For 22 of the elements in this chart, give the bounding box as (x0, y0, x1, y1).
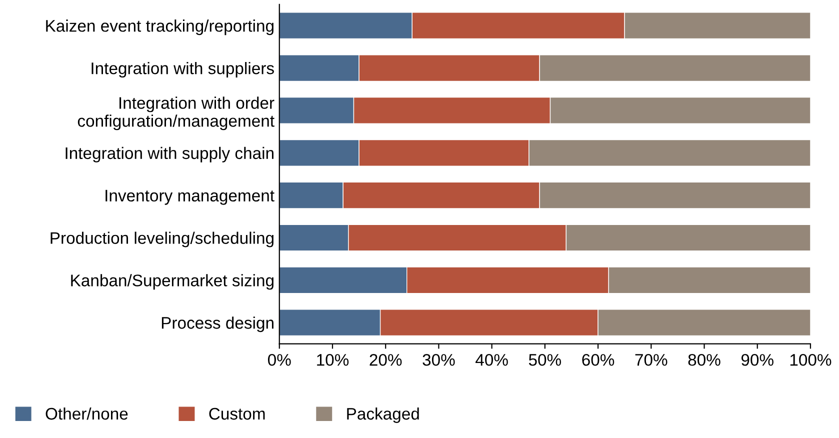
y-tick-label: Inventory management (106, 190, 274, 205)
x-tick-label: 0% (268, 354, 291, 366)
x-tick-label: 30% (422, 354, 455, 366)
y-tick-label: Integration with supply chain (66, 146, 274, 162)
y-tick-label: Kaizen event tracking/reporting (46, 20, 274, 36)
y-tick-label: Integration with suppliers (92, 62, 274, 78)
x-tick-label: 80% (688, 354, 720, 366)
x-tick-label: 40% (476, 354, 508, 366)
legend-label: Packaged (347, 407, 419, 423)
y-tick-label: Process design (162, 316, 274, 332)
x-tick-label: 70% (635, 354, 668, 366)
y-tick-label: Production leveling/scheduling (50, 232, 274, 248)
x-tick-label: 10% (317, 354, 349, 366)
x-tick-label: 100% (790, 354, 832, 366)
y-tick-label: Kanban/Supermarket sizing (71, 274, 274, 290)
x-tick-label: 60% (582, 354, 614, 366)
legend-label: Other/none (46, 407, 128, 420)
y-tick-label: Integration with order configuration/management (78, 96, 274, 130)
x-tick-label: 50% (528, 354, 562, 366)
x-tick-label: 90% (741, 354, 774, 366)
x-tick-label: 20% (370, 354, 402, 366)
legend-label: Custom (209, 408, 265, 420)
